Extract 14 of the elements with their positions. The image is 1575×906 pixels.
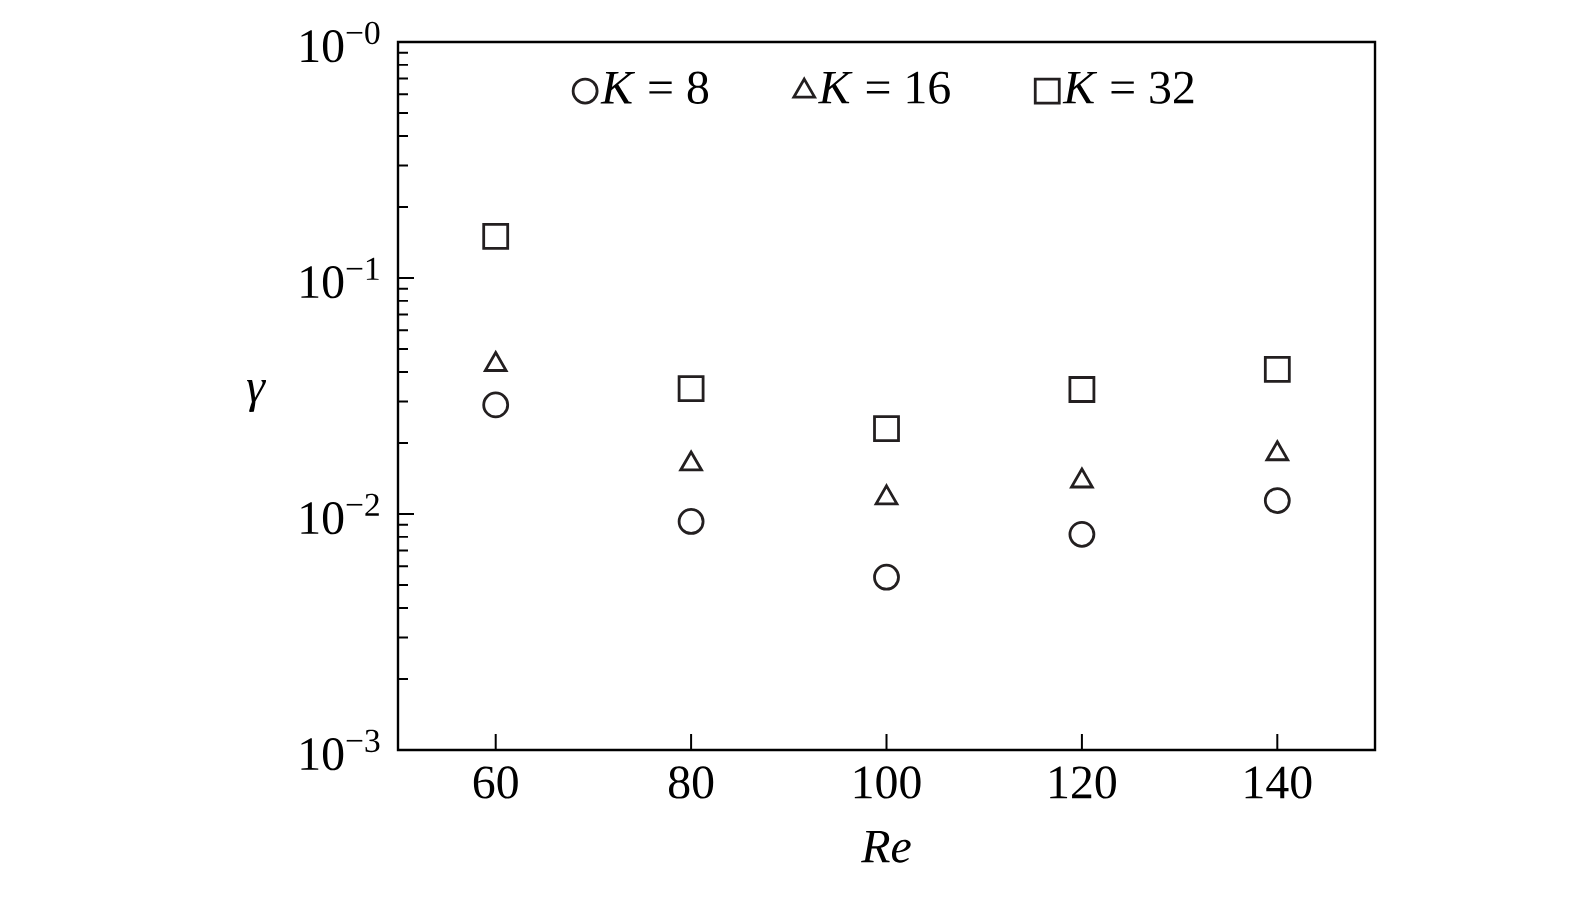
x-axis-title: Re <box>861 830 911 863</box>
y-axis-title: γ <box>246 379 267 413</box>
legend-label: K = 32 <box>1062 71 1194 104</box>
x-tick-label: 120 <box>1050 766 1116 799</box>
y-tick-label: 10$^{−0}$ <box>301 21 380 63</box>
legend-label: K = 16 <box>818 71 950 104</box>
x-tick-label: 60 <box>473 766 518 799</box>
y-tick-label: 10$^{−1}$ <box>301 257 379 299</box>
x-tick-label: 100 <box>854 766 921 799</box>
y-tick-label: 10$^{−2}$ <box>301 493 379 535</box>
x-tick-label: 80 <box>669 766 714 799</box>
x-tick-label: 140 <box>1245 766 1312 799</box>
legend-label: K = 8 <box>600 71 709 104</box>
y-tick-label: 10$^{−3}$ <box>301 729 380 771</box>
